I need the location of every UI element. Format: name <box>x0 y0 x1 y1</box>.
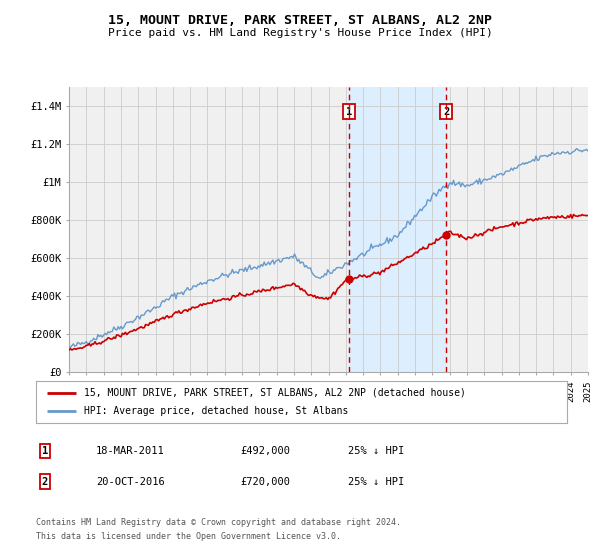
Text: £720,000: £720,000 <box>240 477 290 487</box>
Text: This data is licensed under the Open Government Licence v3.0.: This data is licensed under the Open Gov… <box>36 532 341 541</box>
Text: 2: 2 <box>42 477 48 487</box>
Text: HPI: Average price, detached house, St Albans: HPI: Average price, detached house, St A… <box>84 406 348 416</box>
Text: Contains HM Land Registry data © Crown copyright and database right 2024.: Contains HM Land Registry data © Crown c… <box>36 518 401 527</box>
Text: 15, MOUNT DRIVE, PARK STREET, ST ALBANS, AL2 2NP (detached house): 15, MOUNT DRIVE, PARK STREET, ST ALBANS,… <box>84 388 466 398</box>
Text: 1: 1 <box>42 446 48 456</box>
Text: 2: 2 <box>443 106 449 116</box>
Text: 25% ↓ HPI: 25% ↓ HPI <box>348 446 404 456</box>
Text: 1: 1 <box>346 106 353 116</box>
Text: 18-MAR-2011: 18-MAR-2011 <box>96 446 165 456</box>
Text: 20-OCT-2016: 20-OCT-2016 <box>96 477 165 487</box>
Text: 15, MOUNT DRIVE, PARK STREET, ST ALBANS, AL2 2NP: 15, MOUNT DRIVE, PARK STREET, ST ALBANS,… <box>108 14 492 27</box>
Text: Price paid vs. HM Land Registry's House Price Index (HPI): Price paid vs. HM Land Registry's House … <box>107 28 493 38</box>
Text: 25% ↓ HPI: 25% ↓ HPI <box>348 477 404 487</box>
Bar <box>349 87 446 372</box>
Text: £492,000: £492,000 <box>240 446 290 456</box>
